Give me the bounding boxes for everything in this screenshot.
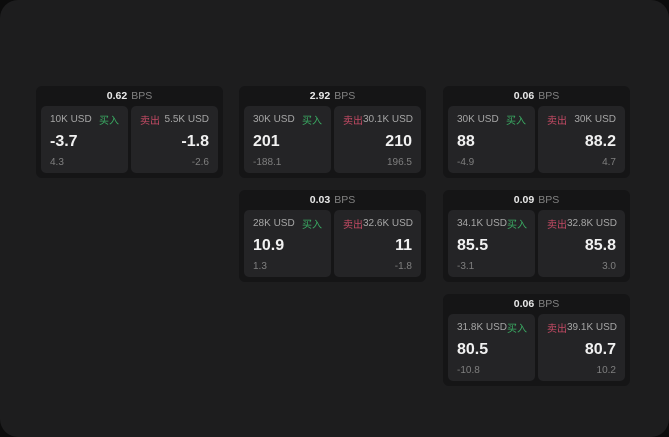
sell-panel[interactable]: 卖出 32.8K USD 85.8 3.0 bbox=[538, 210, 625, 277]
buy-price-value: 80.5 bbox=[457, 341, 489, 358]
spread-card: 0.09 BPS 34.1K USD 买入 85.5 -3.1 卖出 32.8K… bbox=[443, 190, 630, 282]
bps-unit-label: BPS bbox=[334, 194, 356, 206]
sell-side-tag: 卖出 bbox=[547, 220, 567, 231]
bps-value: 0.62 bbox=[106, 90, 128, 102]
spread-card: 0.62 BPS 10K USD 买入 -3.7 4.3 卖出 5.5K USD… bbox=[36, 86, 223, 178]
bps-unit-label: BPS bbox=[538, 90, 560, 102]
bps-unit-label: BPS bbox=[131, 90, 153, 102]
sell-delta-value: 4.7 bbox=[602, 157, 616, 168]
sell-delta-value: -1.8 bbox=[394, 261, 412, 272]
bps-header: 0.06 BPS bbox=[443, 86, 630, 106]
sell-delta-value: 3.0 bbox=[602, 261, 616, 272]
bps-value: 0.09 bbox=[513, 194, 535, 206]
sell-amount-label: 32.8K USD bbox=[567, 218, 618, 229]
spread-card: 0.06 BPS 30K USD 买入 88 -4.9 卖出 30K USD 8… bbox=[443, 86, 630, 178]
buy-panel[interactable]: 30K USD 买入 88 -4.9 bbox=[448, 106, 535, 173]
buy-side-tag: 买入 bbox=[506, 116, 526, 127]
buy-side-tag: 买入 bbox=[302, 116, 322, 127]
sell-panel[interactable]: 卖出 32.6K USD 11 -1.8 bbox=[334, 210, 421, 277]
buy-delta-value: -3.1 bbox=[457, 261, 475, 272]
buy-panel[interactable]: 31.8K USD 买入 80.5 -10.8 bbox=[448, 314, 535, 381]
sell-side-tag: 卖出 bbox=[343, 220, 363, 231]
sell-price-value: 80.7 bbox=[584, 341, 616, 358]
buy-panel[interactable]: 10K USD 买入 -3.7 4.3 bbox=[41, 106, 128, 173]
buy-panel[interactable]: 30K USD 买入 201 -188.1 bbox=[244, 106, 331, 173]
sell-panel[interactable]: 卖出 39.1K USD 80.7 10.2 bbox=[538, 314, 625, 381]
sell-side-tag: 卖出 bbox=[547, 116, 567, 127]
buy-price-value: 85.5 bbox=[457, 237, 489, 254]
buy-price-value: -3.7 bbox=[50, 133, 78, 150]
sell-panel[interactable]: 卖出 5.5K USD -1.8 -2.6 bbox=[131, 106, 218, 173]
sell-delta-value: -2.6 bbox=[191, 157, 209, 168]
bps-header: 0.09 BPS bbox=[443, 190, 630, 210]
spread-card: 2.92 BPS 30K USD 买入 201 -188.1 卖出 30.1K … bbox=[239, 86, 426, 178]
bps-value: 0.06 bbox=[513, 298, 535, 310]
buy-delta-value: 4.3 bbox=[50, 157, 64, 168]
buy-price-value: 201 bbox=[253, 133, 280, 150]
bps-value: 0.06 bbox=[513, 90, 535, 102]
sell-price-value: 11 bbox=[395, 237, 412, 254]
buy-panel[interactable]: 28K USD 买入 10.9 1.3 bbox=[244, 210, 331, 277]
sell-delta-value: 196.5 bbox=[386, 157, 412, 168]
buy-amount-label: 28K USD bbox=[253, 218, 295, 229]
buy-price-value: 88 bbox=[457, 133, 475, 150]
sell-side-tag: 卖出 bbox=[547, 324, 567, 335]
bps-header: 0.06 BPS bbox=[443, 294, 630, 314]
buy-amount-label: 30K USD bbox=[253, 114, 295, 125]
buy-delta-value: -4.9 bbox=[457, 157, 475, 168]
bps-unit-label: BPS bbox=[538, 298, 560, 310]
sell-side-tag: 卖出 bbox=[140, 116, 160, 127]
bps-value: 2.92 bbox=[309, 90, 331, 102]
buy-delta-value: -188.1 bbox=[253, 157, 282, 168]
buy-panel[interactable]: 34.1K USD 买入 85.5 -3.1 bbox=[448, 210, 535, 277]
buy-side-tag: 买入 bbox=[507, 324, 528, 335]
sell-amount-label: 30K USD bbox=[574, 114, 616, 125]
bps-unit-label: BPS bbox=[334, 90, 356, 102]
sell-price-value: 210 bbox=[385, 133, 412, 150]
sell-delta-value: 10.2 bbox=[596, 365, 616, 376]
buy-amount-label: 30K USD bbox=[457, 114, 499, 125]
buy-price-value: 10.9 bbox=[253, 237, 285, 254]
bps-header: 2.92 BPS bbox=[239, 86, 426, 106]
bps-value: 0.03 bbox=[309, 194, 331, 206]
bps-header: 0.03 BPS bbox=[239, 190, 426, 210]
sell-price-value: 85.8 bbox=[584, 237, 616, 254]
sell-panel[interactable]: 卖出 30K USD 88.2 4.7 bbox=[538, 106, 625, 173]
sell-price-value: -1.8 bbox=[181, 133, 209, 150]
buy-amount-label: 34.1K USD bbox=[457, 218, 508, 229]
bps-unit-label: BPS bbox=[538, 194, 560, 206]
spread-card: 0.03 BPS 28K USD 买入 10.9 1.3 卖出 32.6K US… bbox=[239, 190, 426, 282]
sell-amount-label: 30.1K USD bbox=[363, 114, 414, 125]
buy-delta-value: -10.8 bbox=[457, 365, 480, 376]
buy-amount-label: 10K USD bbox=[50, 114, 92, 125]
sell-amount-label: 32.6K USD bbox=[363, 218, 414, 229]
buy-delta-value: 1.3 bbox=[253, 261, 267, 272]
spread-card: 0.06 BPS 31.8K USD 买入 80.5 -10.8 卖出 39.1… bbox=[443, 294, 630, 386]
bps-header: 0.62 BPS bbox=[36, 86, 223, 106]
buy-side-tag: 买入 bbox=[507, 220, 528, 231]
sell-side-tag: 卖出 bbox=[343, 116, 363, 127]
buy-side-tag: 买入 bbox=[99, 116, 119, 127]
sell-amount-label: 5.5K USD bbox=[164, 114, 209, 125]
buy-side-tag: 买入 bbox=[302, 220, 322, 231]
sell-amount-label: 39.1K USD bbox=[567, 322, 618, 333]
sell-panel[interactable]: 卖出 30.1K USD 210 196.5 bbox=[334, 106, 421, 173]
sell-price-value: 88.2 bbox=[584, 133, 616, 150]
buy-amount-label: 31.8K USD bbox=[457, 322, 508, 333]
